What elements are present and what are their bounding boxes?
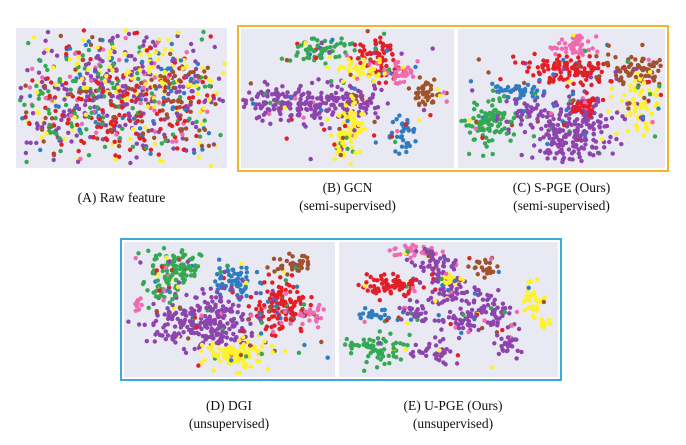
- caption-d-line2: (unsupervised): [188, 416, 270, 431]
- caption-b-line1: (B) GCN: [322, 180, 373, 195]
- panel-d-dgi: [124, 242, 335, 377]
- caption-e-line1: (E) U-PGE (Ours): [403, 398, 503, 413]
- caption-d: (D) DGI (unsupervised): [174, 397, 284, 433]
- caption-b: (B) GCN (semi-supervised): [261, 179, 434, 215]
- caption-b-line2: (semi-supervised): [299, 198, 396, 213]
- caption-c-line1: (C) S-PGE (Ours): [512, 180, 611, 195]
- caption-a: (A) Raw feature: [16, 189, 227, 207]
- caption-d-line1: (D) DGI: [205, 398, 253, 413]
- scatter-plot-d: [126, 246, 330, 376]
- caption-e: (E) U-PGE (Ours) (unsupervised): [378, 397, 528, 433]
- panel-b-gcn: [241, 29, 454, 168]
- caption-e-line2: (unsupervised): [412, 416, 494, 431]
- panel-c-s-pge: [458, 29, 665, 168]
- panel-a-raw-feature: [16, 28, 227, 168]
- semi-supervised-frame: [237, 25, 669, 172]
- scatter-plot-b: [241, 29, 449, 167]
- caption-c: (C) S-PGE (Ours) (semi-supervised): [478, 179, 645, 215]
- scatter-plot-e: [342, 242, 553, 373]
- caption-a-line1: (A) Raw feature: [77, 190, 166, 205]
- scatter-plot-a: [18, 28, 227, 168]
- scatter-plot-c: [459, 33, 664, 165]
- caption-c-line2: (semi-supervised): [513, 198, 610, 213]
- unsupervised-frame: [120, 238, 562, 381]
- panel-e-u-pge: [339, 242, 558, 377]
